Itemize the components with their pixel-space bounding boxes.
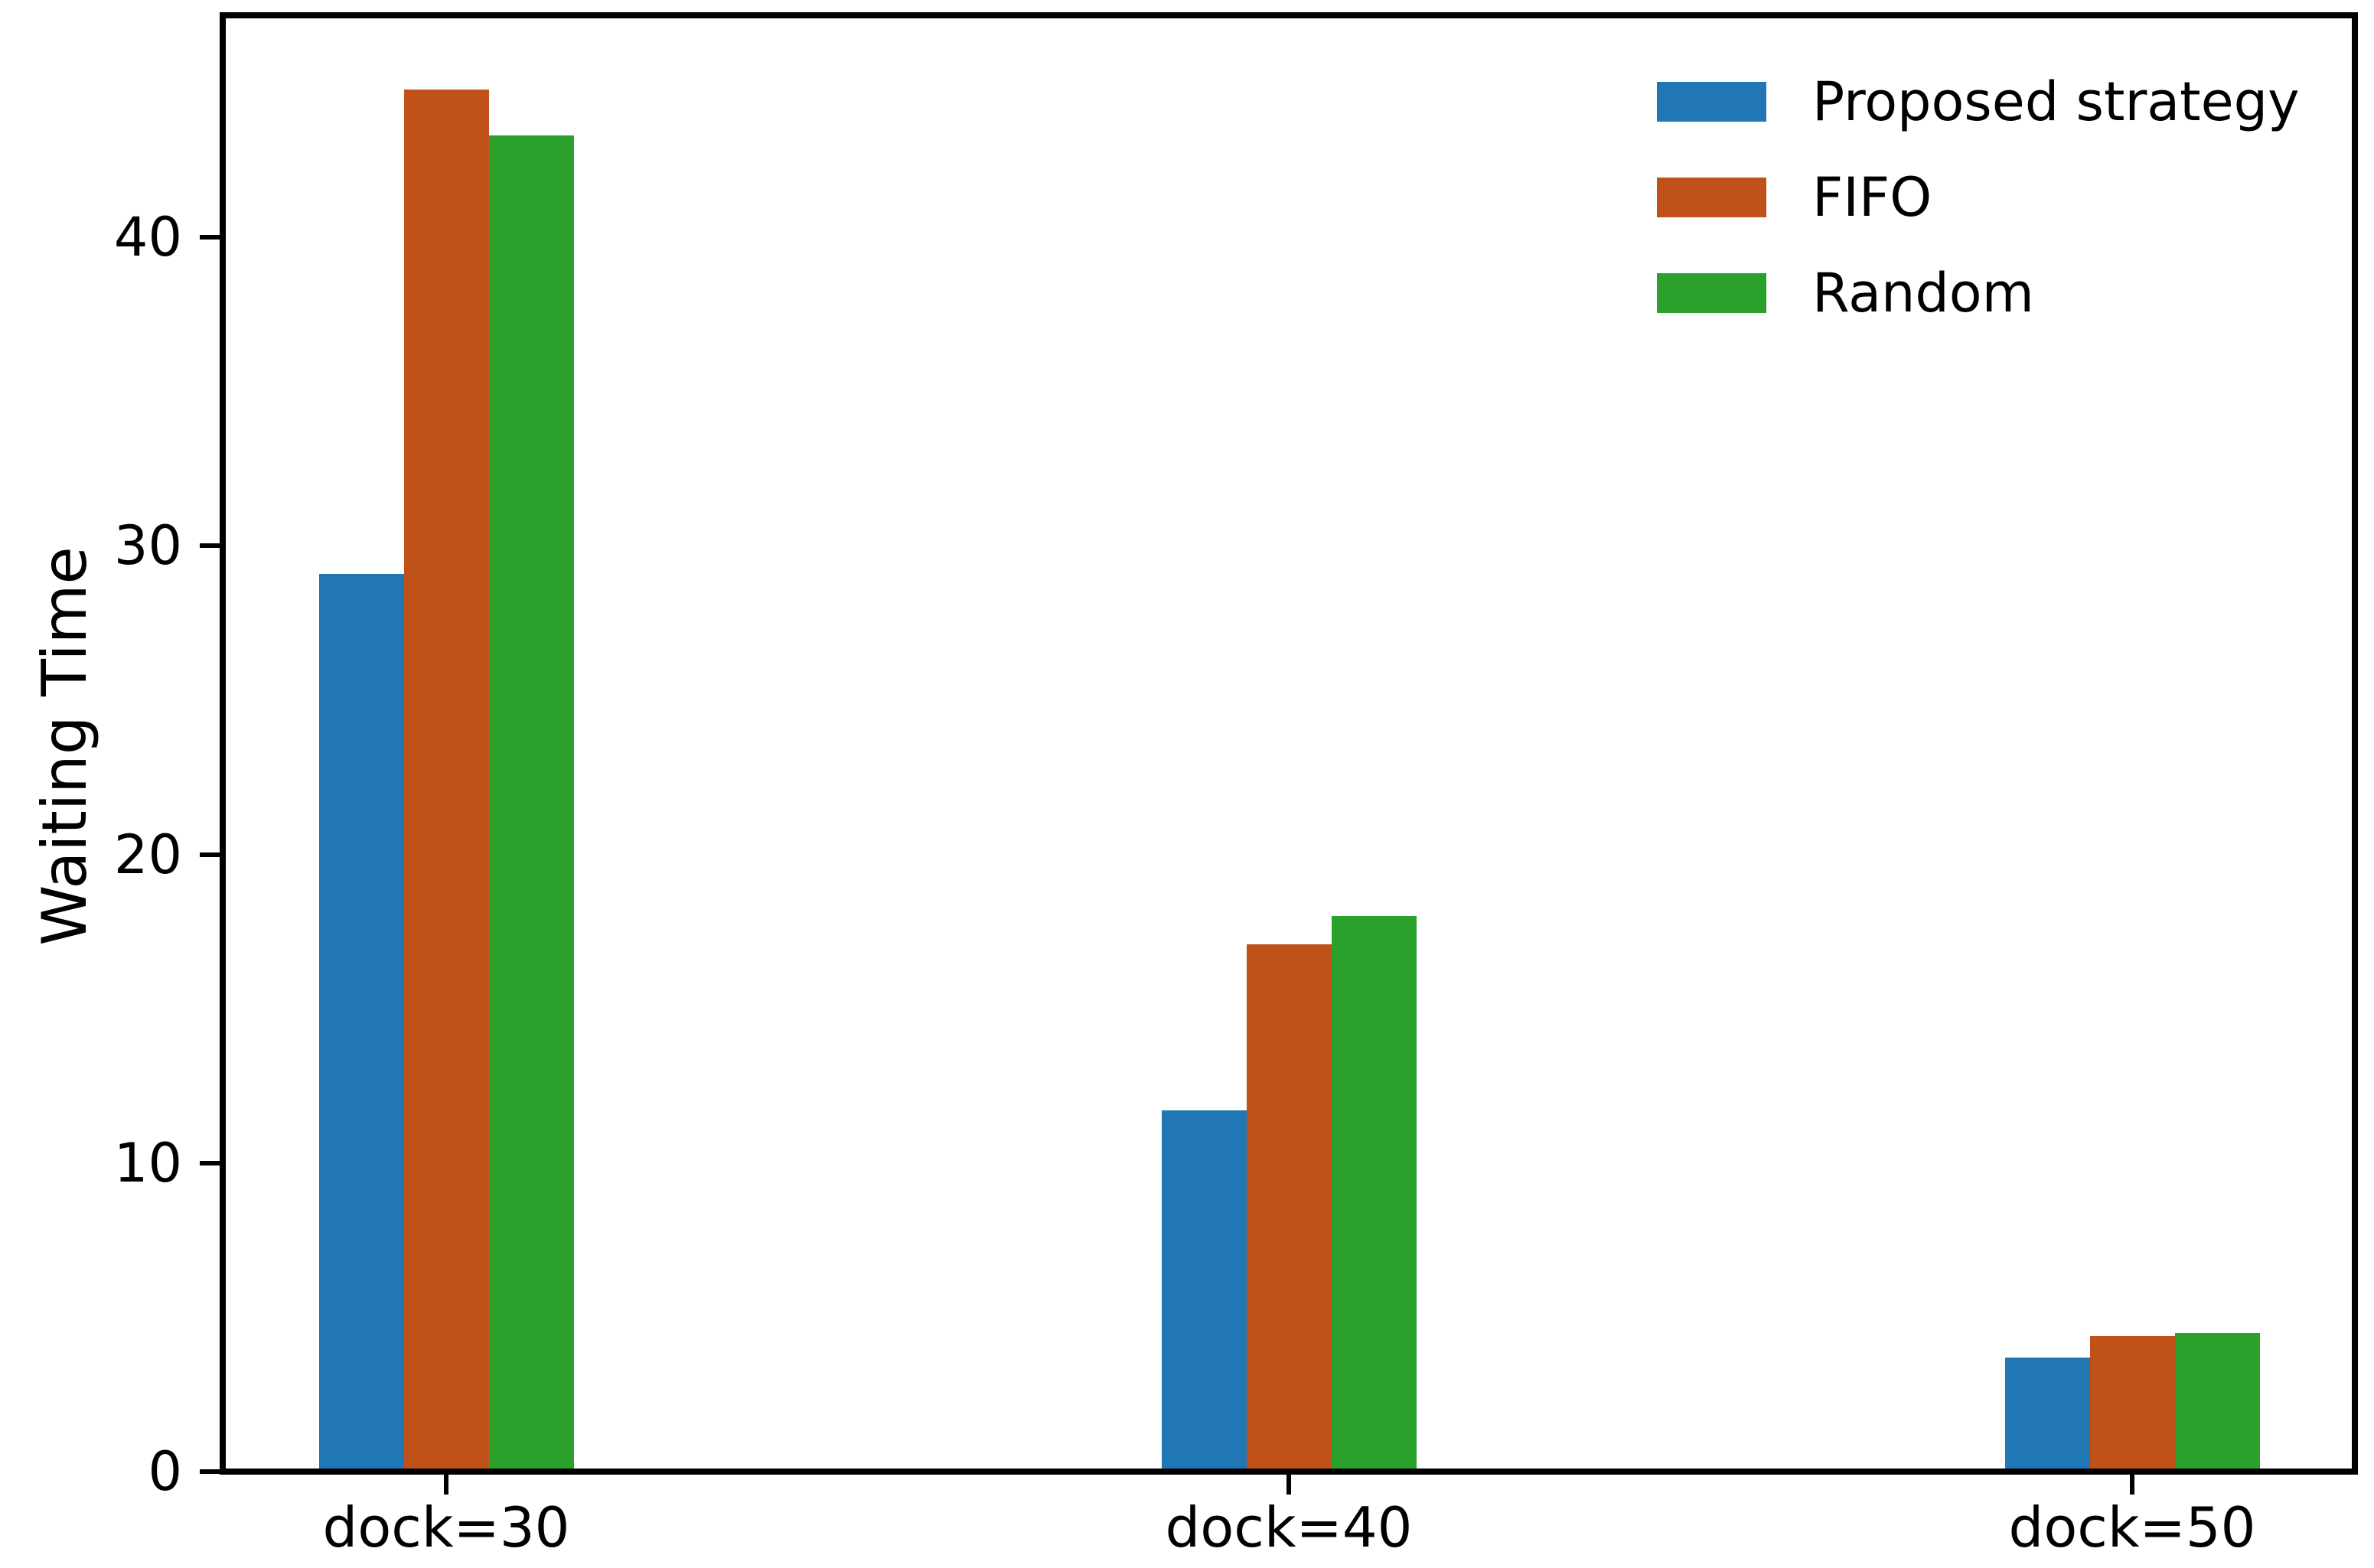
x-tick-mark-dock=40 [1286,1475,1291,1495]
x-tick-label-dock40: dock=40 [1165,1495,1413,1560]
y-tick-mark-0 [200,1469,220,1474]
y-tick-mark-20 [200,852,220,857]
legend-swatch-proposed-strategy [1657,82,1766,122]
legend-row: Random [1657,266,2300,320]
x-tick-label-dock30: dock=30 [322,1495,570,1560]
y-axis-label: Waiting Time [29,546,100,946]
legend-label-random: Random [1812,262,2034,324]
bar-proposed-strategy-dock=50 [2004,1357,2090,1469]
legend-label-fifo: FIFO [1812,166,1932,229]
bar-fifo-dock=50 [2089,1335,2175,1469]
bar-proposed-strategy-dock=30 [318,573,404,1469]
bar-random-dock=30 [488,135,574,1469]
legend-row: FIFO [1657,171,2300,224]
legend-swatch-random [1657,273,1766,313]
legend: Proposed strategy FIFO Random [1657,75,2300,362]
y-tick-mark-40 [200,235,220,240]
y-tick-label-30: 30 [113,514,182,578]
legend-row: Proposed strategy [1657,75,2300,129]
bar-random-dock=50 [2174,1332,2260,1469]
x-tick-mark-dock=30 [444,1475,448,1495]
bar-fifo-dock=30 [403,89,489,1469]
y-tick-mark-10 [200,1160,220,1165]
legend-label-proposed-strategy: Proposed strategy [1812,70,2300,133]
y-tick-label-40: 40 [113,206,182,269]
y-tick-label-0: 0 [148,1440,182,1503]
x-tick-label-dock50: dock=50 [2008,1495,2256,1560]
y-tick-label-10: 10 [113,1131,182,1195]
bar-random-dock=40 [1331,916,1417,1469]
bar-fifo-dock=40 [1246,944,1332,1469]
y-tick-label-20: 20 [113,823,182,886]
x-tick-mark-dock=50 [2130,1475,2134,1495]
legend-swatch-fifo [1657,178,1766,217]
y-tick-mark-30 [200,543,220,549]
bar-proposed-strategy-dock=40 [1161,1110,1247,1469]
